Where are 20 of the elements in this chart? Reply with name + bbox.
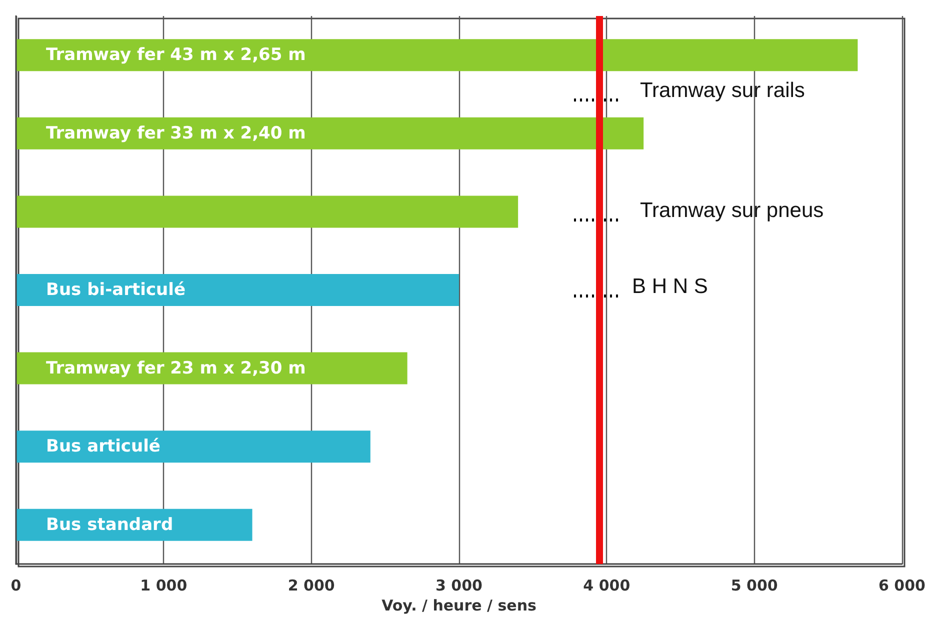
bar [16, 274, 459, 306]
x-tick-label: 0 [10, 576, 22, 594]
y-tick-label: Bus bi-articulé [46, 280, 186, 300]
x-tick-label: 2 000 [288, 576, 335, 594]
x-axis-title: Voy. / heure / sens [382, 596, 536, 614]
bar [16, 39, 858, 72]
x-tick-label: 3 000 [436, 576, 482, 594]
bar [16, 117, 644, 150]
y-tick-label: Bus standard [46, 514, 174, 535]
y-tick-label: Tramway fer 33 m x 2,40 m [46, 123, 306, 144]
x-tick-label: 5 000 [730, 576, 778, 594]
bar [16, 430, 370, 463]
x-tick-label: 4 000 [583, 576, 630, 594]
y-tick-label: Tramway fer 43 m x 2,65 m [46, 45, 306, 66]
annotation: B H N S [632, 275, 708, 298]
x-tick-label: 6 000 [878, 576, 926, 594]
y-tick-label: Bus articulé [46, 436, 160, 457]
x-tick-label: 1 000 [140, 576, 188, 594]
y-tick-label: Tramway fer 23 m x 2,30 m [46, 358, 306, 378]
bar [16, 196, 518, 228]
